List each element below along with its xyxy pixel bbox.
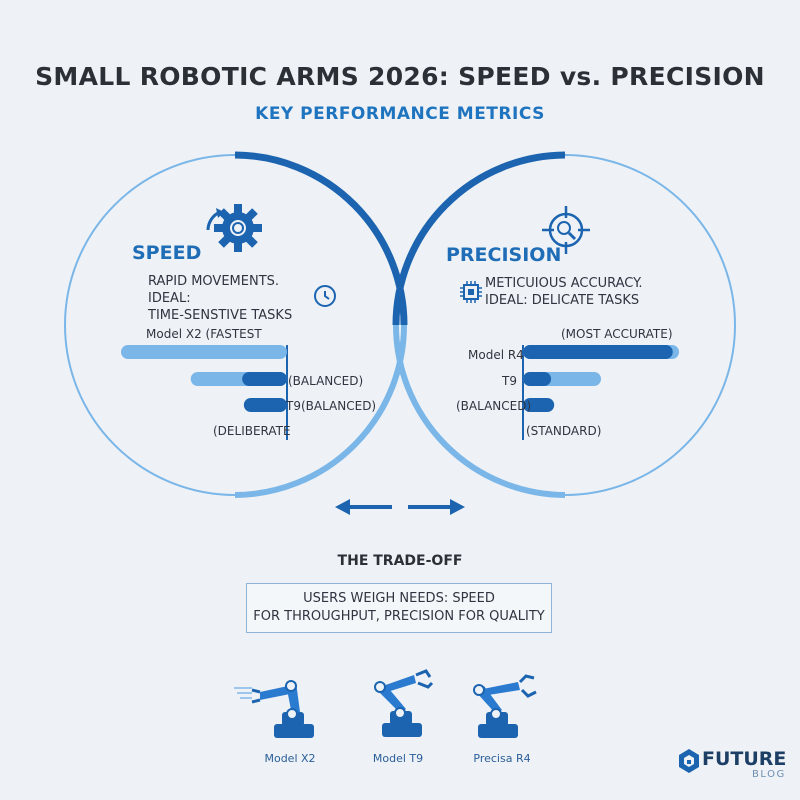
- precision-bar-dark: [523, 398, 555, 412]
- speed-bar-light: [121, 345, 287, 359]
- speed-label-balanced: (BALANCED): [288, 374, 364, 388]
- model-label-x2: Model X2: [264, 752, 316, 765]
- precision-bars: [523, 345, 679, 412]
- speed-label-model-x2: Model X2 (FASTEST: [146, 327, 262, 341]
- robot-arm-x2-icon: [234, 680, 314, 738]
- precision-bar-dark: [523, 345, 673, 359]
- model-label-t9: Model T9: [372, 752, 424, 765]
- precision-label-most-accurate: (MOST ACCURATE): [561, 327, 673, 341]
- clock-icon: [314, 285, 336, 307]
- tradeoff-box: USERS WEIGH NEEDS: SPEED FOR THROUGHPUT,…: [246, 583, 552, 633]
- precision-circle: [392, 151, 736, 498]
- left-arrow-icon: [335, 499, 392, 515]
- precision-bar-dark: [523, 372, 552, 386]
- robot-arm-t9-icon: [374, 669, 434, 737]
- page-subtitle: KEY PERFORMANCE METRICS: [255, 104, 545, 124]
- logo-mark-icon: [679, 749, 699, 773]
- tradeoff-line-1: USERS WEIGH NEEDS: SPEED: [303, 591, 495, 606]
- tradeoff-heading: THE TRADE-OFF: [337, 553, 463, 569]
- speed-bars: [121, 345, 287, 412]
- precision-description-line-2: IDEAL: DELICATE TASKS: [485, 293, 640, 308]
- precision-label-standard: (STANDARD): [526, 424, 602, 438]
- precision-description: METICUIOUS ACCURACY. IDEAL: DELICATE TAS…: [485, 275, 685, 309]
- precision-heading: PRECISION: [446, 244, 562, 266]
- model-label-r4: Precisa R4: [473, 752, 531, 765]
- speed-label-deliberate: (DELIBERATE: [213, 424, 291, 438]
- precision-label-balanced: (BALANCED): [456, 399, 532, 413]
- speed-label-t9: T9(BALANCED): [286, 399, 377, 413]
- logo-name: FUTURE: [702, 748, 787, 770]
- page-title: SMALL ROBOTIC ARMS 2026: SPEED vs. PRECI…: [35, 62, 765, 91]
- speed-description-line-2: TIME-SENSTIVE TASKS: [148, 308, 293, 323]
- precision-description-line-1: METICUIOUS ACCURACY.: [485, 276, 643, 291]
- speed-description-line-1: RAPID MOVEMENTS. IDEAL:: [148, 274, 280, 306]
- chip-icon: [460, 281, 482, 303]
- precision-label-t9: T9: [502, 374, 517, 388]
- robot-arm-r4-icon: [473, 674, 537, 738]
- speed-bar-dark: [243, 398, 287, 412]
- speed-heading: SPEED: [132, 242, 202, 264]
- tradeoff-line-2: FOR THROUGHPUT, PRECISION FOR QUALITY: [253, 609, 545, 624]
- right-arrow-icon: [408, 499, 465, 515]
- target-icon: [542, 206, 590, 254]
- precision-label-model-r4: Model R4: [468, 348, 524, 362]
- speed-bar-dark: [242, 372, 287, 386]
- speed-description: RAPID MOVEMENTS. IDEAL: TIME-SENSTIVE TA…: [148, 273, 318, 324]
- gear-icon: [206, 204, 262, 252]
- logo-sub: BLOG: [752, 769, 786, 780]
